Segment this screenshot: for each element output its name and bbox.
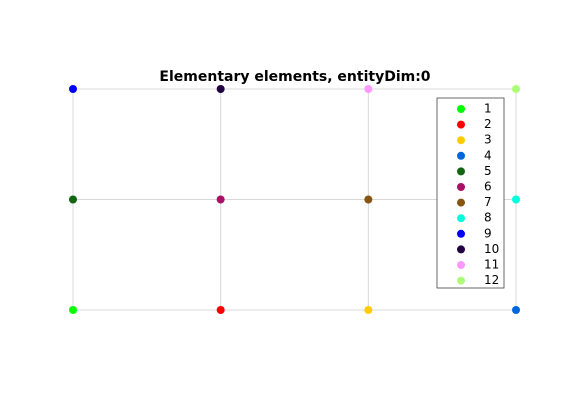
legend-marker — [457, 245, 465, 254]
points — [69, 85, 520, 314]
legend-marker — [457, 261, 465, 269]
legend-marker — [457, 183, 465, 191]
point — [69, 306, 77, 314]
point — [512, 195, 520, 204]
point — [512, 306, 520, 314]
legend-label: 10 — [484, 242, 499, 256]
legend-marker — [457, 198, 465, 207]
point — [512, 85, 520, 93]
legend-label: 9 — [484, 226, 492, 240]
legend-label: 5 — [484, 164, 492, 178]
legend-marker — [457, 214, 465, 223]
legend-label: 3 — [484, 133, 492, 147]
legend-marker — [457, 120, 465, 129]
legend-label: 11 — [484, 258, 499, 272]
point — [69, 85, 77, 93]
point — [364, 195, 373, 204]
legend-label: 6 — [484, 180, 492, 194]
legend-label: 2 — [484, 117, 492, 131]
point — [364, 85, 373, 93]
point — [69, 195, 77, 204]
legend-marker — [457, 167, 465, 176]
legend-marker — [457, 276, 465, 285]
point — [216, 306, 225, 314]
point — [216, 85, 225, 93]
legend-marker — [457, 136, 465, 145]
point — [364, 306, 373, 314]
legend-marker — [457, 151, 465, 160]
chart-title: Elementary elements, entityDim:0 — [159, 69, 430, 85]
legend-label: 4 — [484, 148, 492, 162]
point — [216, 195, 225, 204]
legend-box — [436, 97, 505, 289]
legend-marker — [457, 105, 465, 113]
legend-label: 1 — [484, 102, 492, 116]
legend-marker — [457, 229, 465, 238]
legend-label: 8 — [484, 211, 492, 225]
legend-label: 12 — [484, 273, 499, 287]
legend-label: 7 — [484, 195, 492, 209]
